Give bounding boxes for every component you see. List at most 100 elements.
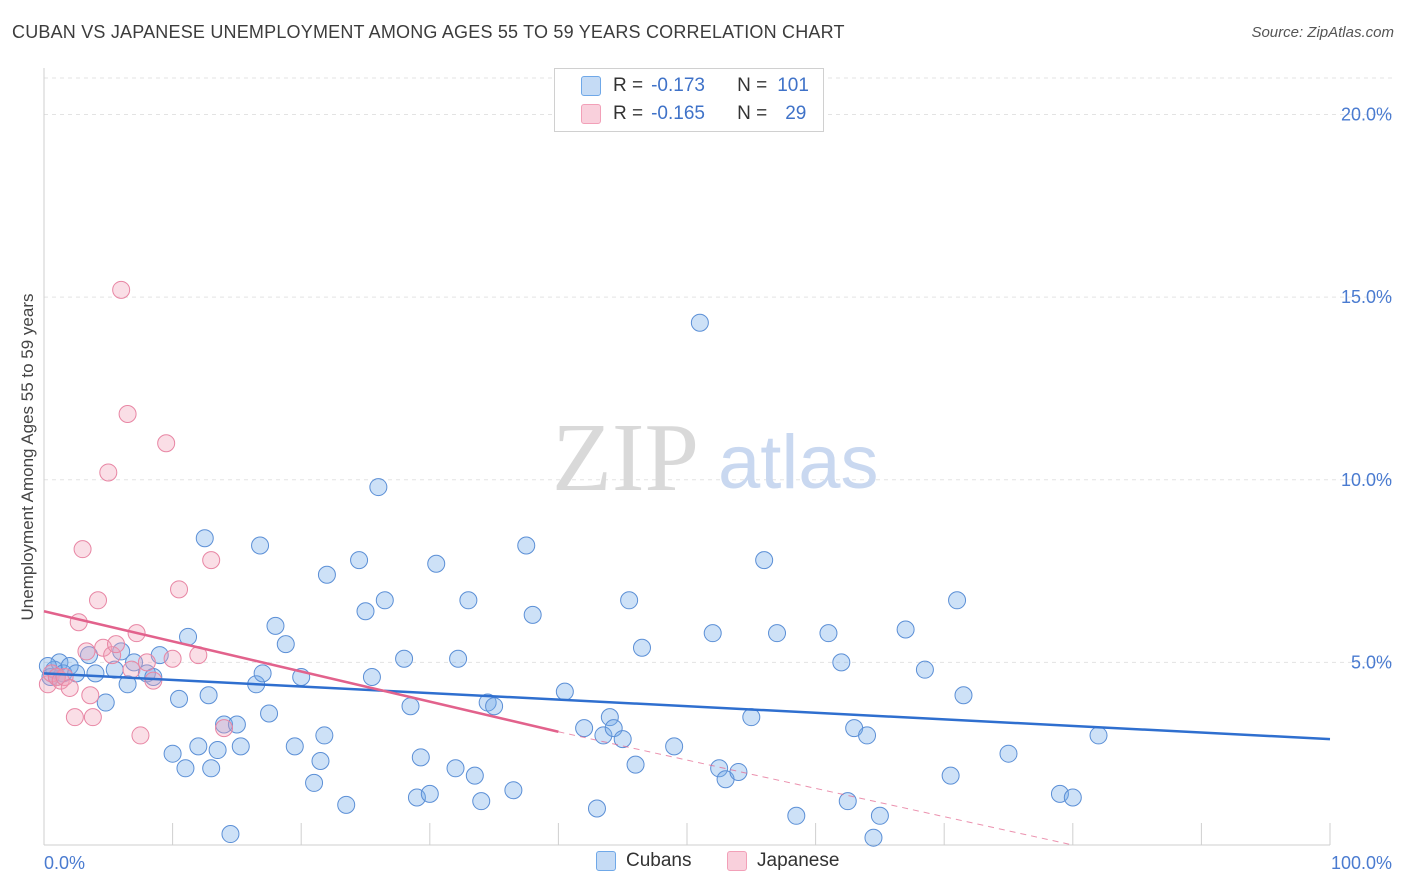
grid-lines [44, 77, 1392, 663]
cubans-point [260, 704, 279, 723]
cubans-point [253, 664, 272, 683]
y-tick-label: 10.0% [1341, 470, 1392, 490]
cubans-point [251, 536, 270, 555]
cubans-point [710, 759, 729, 778]
cubans-point [819, 624, 838, 643]
cubans-point [626, 755, 645, 774]
japanese-point [157, 434, 176, 453]
cubans-point [742, 708, 761, 727]
cubans-point [575, 719, 594, 738]
cubans-point [395, 649, 414, 668]
japanese-point [77, 642, 96, 661]
japanese-point [118, 405, 137, 424]
cubans-point [1089, 726, 1108, 745]
cubans-point [665, 737, 684, 756]
legend-swatch-cubans [596, 851, 616, 871]
cubans-point [587, 799, 606, 818]
cubans-point [276, 635, 295, 654]
japanese-point [112, 280, 131, 299]
cubans-point [96, 693, 115, 712]
japanese-point [99, 463, 118, 482]
x-tick-label: 0.0% [44, 853, 85, 873]
cubans-point [170, 689, 189, 708]
legend-swatch-japanese [581, 104, 601, 124]
cubans-point [231, 737, 250, 756]
japanese-point [202, 551, 221, 570]
japanese-point [131, 726, 150, 745]
cubans-point [517, 536, 536, 555]
japanese-point [69, 613, 88, 632]
legend-swatch-japanese [727, 851, 747, 871]
japanese-point [122, 660, 141, 679]
cubans-point [420, 784, 439, 803]
cubans-point [755, 551, 774, 570]
japanese-point [103, 646, 122, 665]
legend-n-label: N = [737, 103, 768, 124]
legend-r-value: -0.173 [651, 75, 705, 96]
cubans-point [195, 529, 214, 548]
japanese-point [83, 708, 102, 727]
cubans-point [485, 697, 504, 716]
cubans-point [189, 737, 208, 756]
cubans-point [446, 759, 465, 778]
cubans-point [176, 759, 195, 778]
cubans-point [999, 744, 1018, 763]
axes [43, 68, 1331, 846]
cubans-point [858, 726, 877, 745]
legend-swatch-cubans [581, 76, 601, 96]
series-legend: Cubans Japanese [0, 850, 1406, 878]
japanese-point [55, 667, 74, 686]
cubans-point [896, 620, 915, 639]
cubans-point [427, 554, 446, 573]
cubans-point [600, 708, 619, 727]
legend-n-value: 101 [777, 75, 809, 96]
cubans-point [401, 697, 420, 716]
japanese-point [60, 678, 79, 697]
y-tick-label: 15.0% [1341, 287, 1392, 307]
cubans-point [356, 602, 375, 621]
cubans-point [221, 825, 240, 844]
legend-r-value: -0.165 [651, 103, 705, 124]
x-tick-label: 100.0% [1331, 853, 1392, 873]
cubans-point [729, 762, 748, 781]
japanese-point [65, 708, 84, 727]
watermark: ZIP atlas [552, 404, 879, 512]
stats-legend: R = -0.173 N = 101 R = -0.165 N = 29 [554, 68, 824, 132]
cubans-point [208, 741, 227, 760]
cubans-point [459, 591, 478, 610]
cubans-point [375, 591, 394, 610]
legend-label-japanese: Japanese [757, 850, 840, 871]
cubans-point [125, 653, 144, 672]
y-tick-label: 20.0% [1341, 105, 1392, 125]
legend-row-cubans: R = -0.173 N = 101 [555, 73, 809, 99]
legend-r-label: R = [613, 103, 644, 124]
tick-labels: 5.0% 10.0% 15.0% 20.0% 0.0% 100.0% [44, 105, 1392, 873]
watermark-atlas: atlas [718, 420, 879, 505]
legend-label-cubans: Cubans [626, 850, 692, 871]
cubans-point [465, 766, 484, 785]
cubans-point [523, 605, 542, 624]
japanese-point [144, 671, 163, 690]
cubans-point [362, 667, 381, 686]
cubans-point [86, 664, 105, 683]
cubans-point [504, 781, 523, 800]
cubans-point [449, 649, 468, 668]
cubans-point [954, 686, 973, 705]
legend-item-cubans[interactable]: Cubans [596, 850, 692, 872]
legend-item-japanese[interactable]: Japanese [727, 850, 839, 872]
cubans-point [632, 638, 651, 657]
y-tick-label: 5.0% [1351, 652, 1392, 672]
cubans-point [838, 792, 857, 811]
cubans-point [941, 766, 960, 785]
cubans-point [202, 759, 221, 778]
cubans-point [864, 828, 883, 847]
japanese-point [137, 653, 156, 672]
japanese-point [81, 686, 100, 705]
data-points [38, 280, 1108, 847]
cubans-point [915, 660, 934, 679]
cubans-point [555, 682, 574, 701]
legend-n-label: N = [737, 75, 768, 96]
japanese-point [73, 540, 92, 559]
cubans-point [870, 806, 889, 825]
